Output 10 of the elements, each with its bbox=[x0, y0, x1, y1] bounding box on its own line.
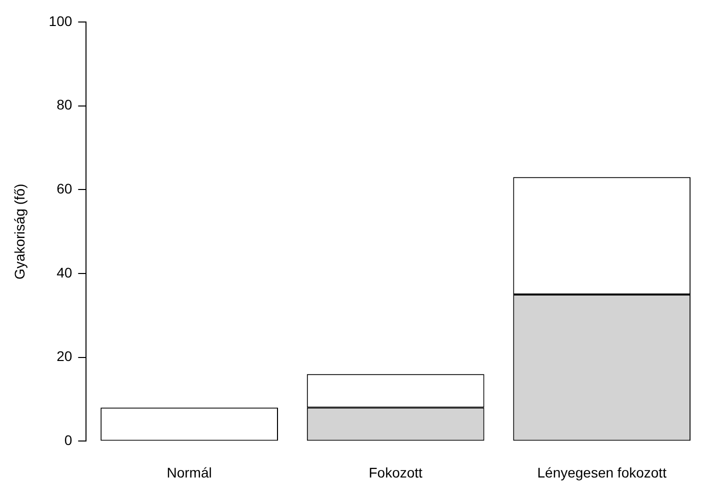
y-tick-label: 80 bbox=[56, 96, 72, 113]
x-tick-label: Lényegesen fokozott bbox=[537, 464, 667, 480]
y-tick-label: 100 bbox=[48, 12, 72, 29]
x-tick-label: Fokozott bbox=[368, 464, 423, 480]
x-tick-label: Normál bbox=[166, 464, 212, 480]
y-tick-label: 0 bbox=[64, 432, 72, 448]
y-axis-title: Gyakoriság (fő) bbox=[11, 184, 28, 280]
y-tick-label: 20 bbox=[56, 348, 72, 364]
y-tick-label: 60 bbox=[56, 180, 72, 197]
y-tick-label: 40 bbox=[56, 264, 72, 280]
